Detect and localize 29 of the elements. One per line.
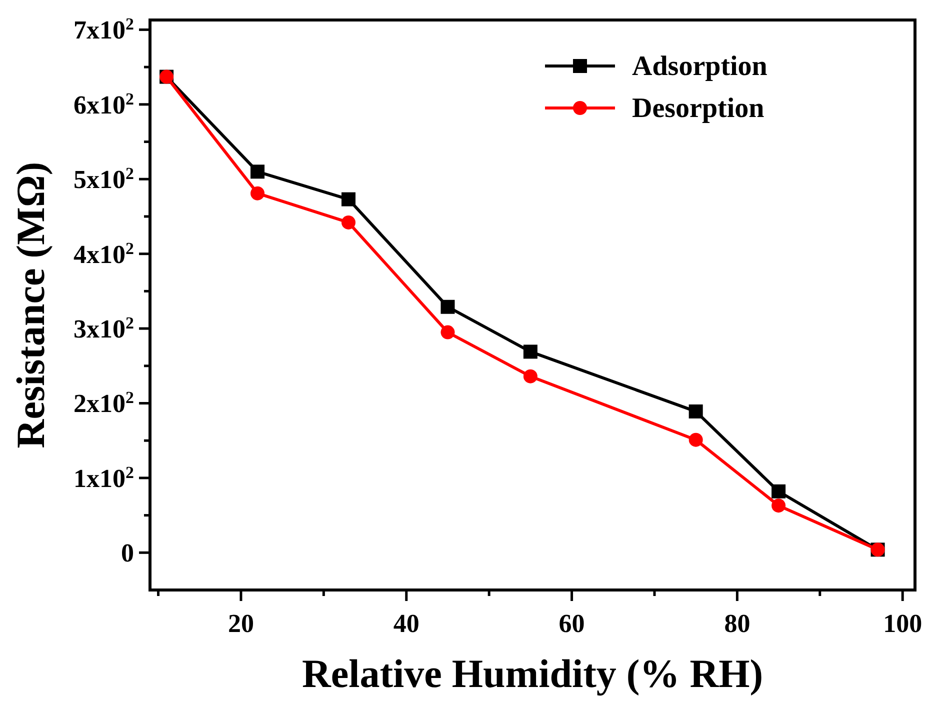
x-tick-label: 40 <box>393 609 420 638</box>
y-tick-label: 4x10$^{2}$ <box>74 238 134 269</box>
x-tick-label: 80 <box>724 609 750 638</box>
y-tick-label: 1x10$^{2}$ <box>74 462 134 493</box>
point <box>250 186 265 200</box>
y-tick-label: 6x10$^{2}$ <box>74 88 134 120</box>
x-tick-label: 60 <box>558 609 585 638</box>
x-tick-label: 100 <box>883 609 922 638</box>
point <box>688 404 703 418</box>
point <box>688 432 703 447</box>
y-axis-title: Resistance (MΩ) <box>8 162 53 448</box>
y-tick-label: 3x10$^{2}$ <box>74 313 134 344</box>
point <box>341 215 356 230</box>
y-tick-label: 5x10$^{2}$ <box>74 164 134 194</box>
legend-label: Adsorption <box>632 51 768 82</box>
point <box>772 484 786 498</box>
legend-label: Desorption <box>632 93 765 124</box>
y-tick-label: 2x10$^{2}$ <box>74 388 134 418</box>
x-axis-title: Relative Humidity (% RH) <box>302 651 764 696</box>
point <box>523 369 538 384</box>
point <box>440 300 455 314</box>
point <box>440 325 455 340</box>
point <box>341 192 356 206</box>
point <box>250 164 265 179</box>
x-tick-label: 20 <box>228 609 254 638</box>
point <box>772 498 786 513</box>
y-tick-label: 0 <box>121 538 134 568</box>
y-tick-label: 7x10$^{2}$ <box>74 14 134 45</box>
point <box>523 344 538 359</box>
